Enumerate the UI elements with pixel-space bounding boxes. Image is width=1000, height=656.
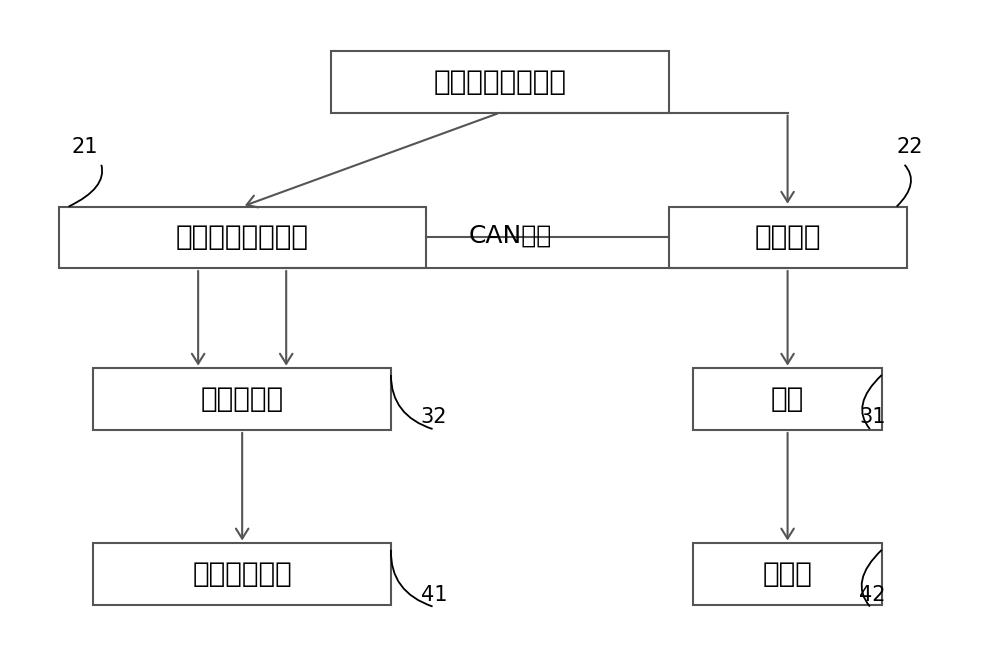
Text: 21: 21 <box>72 136 98 157</box>
Text: 22: 22 <box>897 136 923 157</box>
Text: 42: 42 <box>859 585 885 605</box>
Bar <box>331 51 669 113</box>
Text: 方向盘振动器: 方向盘振动器 <box>192 560 292 588</box>
Text: 微波雷达: 微波雷达 <box>754 223 821 251</box>
Bar <box>93 369 391 430</box>
Text: 车身控制器: 车身控制器 <box>201 385 284 413</box>
Text: 车速和发动机状态: 车速和发动机状态 <box>434 68 566 96</box>
Bar <box>59 207 426 268</box>
Text: 仪表: 仪表 <box>771 385 804 413</box>
Text: 蜂鸣器: 蜂鸣器 <box>763 560 813 588</box>
Bar <box>693 543 882 605</box>
Text: 前视多功能摄像头: 前视多功能摄像头 <box>176 223 309 251</box>
Text: 32: 32 <box>421 407 447 427</box>
Bar <box>693 369 882 430</box>
Bar <box>93 543 391 605</box>
Text: 41: 41 <box>421 585 447 605</box>
Text: CAN网络: CAN网络 <box>468 224 552 248</box>
Text: 31: 31 <box>859 407 885 427</box>
Bar <box>669 207 907 268</box>
